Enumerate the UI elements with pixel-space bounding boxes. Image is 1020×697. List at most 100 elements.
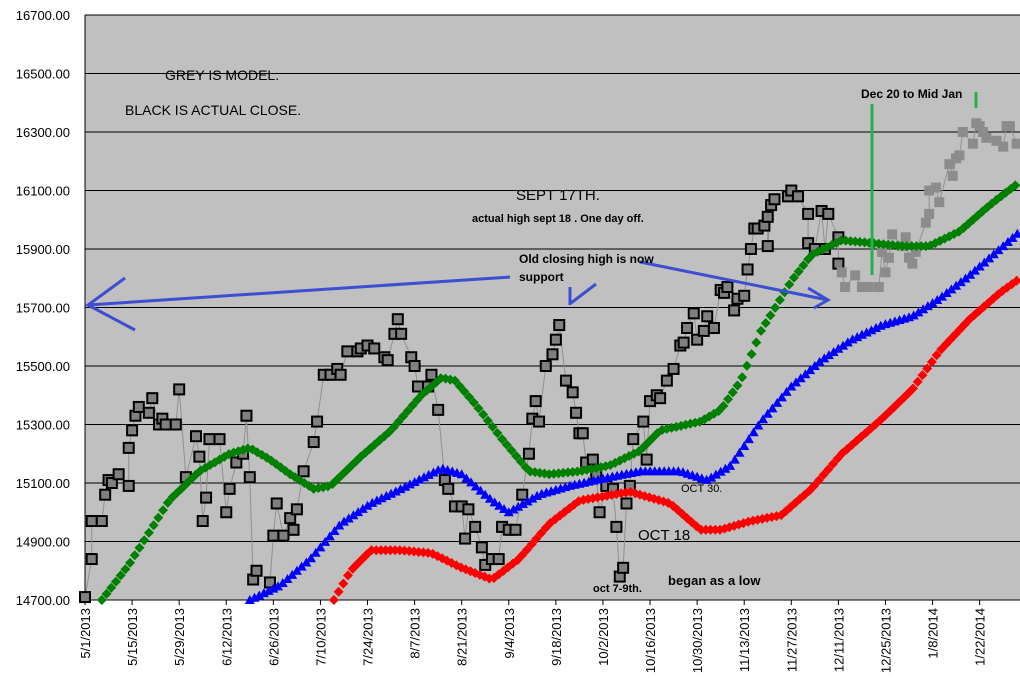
data-point xyxy=(871,322,882,332)
data-point xyxy=(908,383,919,394)
data-point xyxy=(122,441,135,454)
arrow-left-shaft xyxy=(87,275,511,307)
data-point xyxy=(106,582,117,593)
data-point xyxy=(701,474,712,484)
data-point xyxy=(900,232,911,243)
arrow-sept-shaft xyxy=(570,282,597,305)
data-point xyxy=(823,350,834,360)
data-point xyxy=(1011,275,1020,286)
data-point xyxy=(395,327,408,340)
data-point xyxy=(367,497,378,507)
data-point xyxy=(748,427,759,437)
data-point xyxy=(715,466,726,476)
data-point xyxy=(267,529,280,542)
data-point xyxy=(660,374,673,387)
data-point xyxy=(549,333,562,346)
data-point xyxy=(110,576,121,587)
data-point xyxy=(774,294,785,305)
y-tick-label: 16700.00 xyxy=(16,8,70,23)
data-point xyxy=(353,507,364,517)
series-actual-close xyxy=(79,184,845,604)
data-point xyxy=(559,374,572,387)
data-point xyxy=(734,447,745,457)
data-point xyxy=(503,507,514,517)
data-point xyxy=(484,493,495,503)
data-point xyxy=(941,288,952,298)
data-point xyxy=(478,409,489,420)
data-point xyxy=(390,486,401,496)
data-point xyxy=(263,576,276,589)
x-tick-label: 12/11/2013 xyxy=(831,608,846,672)
annotation-sept17: SEPT 17TH. xyxy=(516,187,600,204)
data-point xyxy=(159,418,172,431)
data-point xyxy=(546,348,559,361)
blue-arrows xyxy=(85,260,831,332)
data-point xyxy=(798,260,809,271)
data-point xyxy=(376,493,387,503)
data-point xyxy=(1010,180,1020,191)
data-point xyxy=(482,415,493,426)
data-point xyxy=(910,246,921,257)
data-point xyxy=(134,542,145,553)
data-point xyxy=(139,535,150,546)
data-point xyxy=(193,450,206,463)
data-point xyxy=(1011,138,1020,149)
data-point xyxy=(85,553,98,566)
data-point xyxy=(720,463,731,473)
data-point xyxy=(297,465,310,478)
y-axis: 14700.00 14900.00 15100.00 15300.00 15500.00… xyxy=(16,8,70,608)
data-point xyxy=(475,485,486,495)
x-axis: 5/1/2013 5/15/2013 5/29/2013 6/12/2013 6/26/… xyxy=(78,600,988,673)
data-point xyxy=(934,197,945,208)
x-tick-label: 5/29/2013 xyxy=(172,608,187,666)
data-point xyxy=(79,591,91,604)
data-point xyxy=(126,424,139,437)
data-point xyxy=(338,578,349,589)
annotation-oct7-9: oct 7-9th. xyxy=(593,583,642,595)
data-point xyxy=(306,553,317,563)
data-point xyxy=(610,520,623,533)
data-point xyxy=(85,515,98,528)
data-point xyxy=(746,349,757,360)
data-point xyxy=(230,456,243,469)
data-point xyxy=(404,479,415,489)
data-point xyxy=(531,533,542,544)
annotation-actual-high: actual high sept 18 . One day off. xyxy=(472,213,644,225)
series-blue-moving-average xyxy=(244,228,1020,604)
data-point xyxy=(290,503,303,516)
data-point xyxy=(863,282,874,293)
data-point xyxy=(244,595,255,604)
data-point xyxy=(924,185,935,196)
data-point xyxy=(920,217,931,228)
data-point xyxy=(761,210,774,223)
data-point xyxy=(788,272,799,283)
data-point xyxy=(960,273,971,283)
data-point xyxy=(475,541,488,554)
data-point xyxy=(761,240,774,253)
x-tick-label: 6/12/2013 xyxy=(219,608,234,666)
data-point xyxy=(132,400,145,413)
data-point xyxy=(95,515,108,528)
data-point xyxy=(710,469,721,479)
data-point xyxy=(343,570,354,581)
data-point xyxy=(506,445,517,456)
data-point xyxy=(449,375,460,386)
data-point xyxy=(823,464,834,475)
data-point xyxy=(115,570,126,581)
annotation-black-actual: BLACK IS ACTUAL CLOSE. xyxy=(125,102,301,118)
y-tick-label: 15300.00 xyxy=(16,418,70,433)
data-point xyxy=(539,360,552,372)
data-point xyxy=(307,436,320,449)
y-tick-label: 16300.00 xyxy=(16,125,70,140)
data-point xyxy=(334,520,345,530)
y-tick-label: 15100.00 xyxy=(16,476,70,491)
data-point xyxy=(258,588,269,598)
data-point xyxy=(877,246,888,257)
x-tick-label: 10/30/2013 xyxy=(690,608,705,673)
data-point xyxy=(414,474,425,484)
data-point xyxy=(268,583,279,593)
data-point xyxy=(521,544,532,555)
data-point xyxy=(142,406,155,419)
data-point xyxy=(743,434,754,444)
data-point xyxy=(819,353,830,363)
